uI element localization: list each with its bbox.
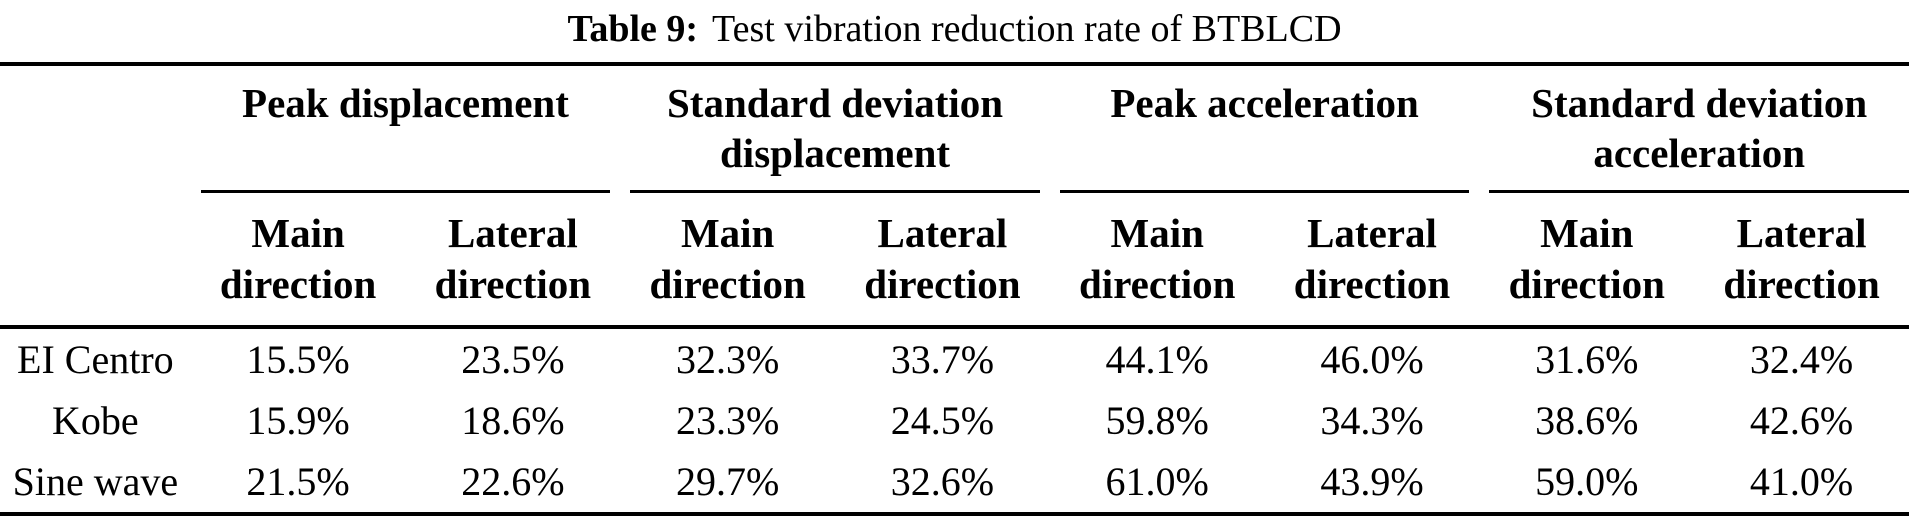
subheader-main-direction-1: Main direction [190, 193, 406, 329]
value-cell: 32.6% [835, 451, 1050, 516]
row-label: EI Centro [17, 337, 174, 382]
group-header-peak-acceleration: Peak acceleration [1049, 62, 1480, 193]
value-cell: 38.6% [1535, 398, 1639, 443]
value-cell: 15.5% [246, 337, 350, 382]
group-header-label: Peak acceleration [1059, 66, 1470, 193]
table-row-sine-wave: Sine wave 21.5% 22.6% 29.7% 32.6% 61.0% … [0, 451, 1909, 516]
value-cell: 33.7% [890, 337, 995, 382]
value-cell: 59.0% [1479, 451, 1695, 516]
value-cell: 43.9% [1264, 451, 1480, 516]
value-cell: 21.5% [190, 451, 406, 516]
group-header-label: Peak displacement [200, 66, 611, 193]
value-cell: 29.7% [620, 451, 836, 516]
subheader-lateral-direction-1: Lateral direction [405, 193, 621, 329]
group-header-peak-displacement: Peak displacement [190, 62, 621, 193]
value-cell: 22.6% [405, 451, 621, 516]
table-row-ei-centro: EI Centro 15.5% 23.5% 32.3% 33.7% 44.1% … [0, 327, 1909, 390]
subheader-lateral-direction-4: Lateral direction [1694, 193, 1909, 329]
value-cell: 23.5% [461, 337, 565, 382]
group-header-std-dev-displacement: Standard deviation displacement [620, 62, 1050, 193]
value-cell: 41.0% [1694, 451, 1909, 516]
group-header-std-dev-acceleration: Standard deviation acceleration [1479, 62, 1909, 193]
value-cell: 42.6% [1749, 398, 1854, 443]
value-cell: 32.3% [675, 337, 780, 382]
group-header-label: Standard deviation displacement [630, 66, 1040, 193]
row-label: Sine wave [0, 451, 191, 516]
value-cell: 46.0% [1320, 337, 1424, 382]
row-label: Kobe [52, 398, 139, 443]
group-header-label: Standard deviation acceleration [1489, 66, 1909, 193]
group-header-row: Peak displacement Standard deviation dis… [0, 62, 1909, 193]
subheader-main-direction-4: Main direction [1479, 193, 1695, 329]
table-row-kobe: Kobe 15.9% 18.6% 23.3% 24.5% 59.8% 34.3%… [0, 390, 1909, 451]
corner-cell [0, 193, 191, 329]
value-cell: 15.9% [246, 398, 350, 443]
value-cell: 31.6% [1535, 337, 1639, 382]
subheader-main-direction-3: Main direction [1049, 193, 1265, 329]
value-cell: 24.5% [890, 398, 995, 443]
corner-cell [0, 62, 191, 193]
subheader-lateral-direction-3: Lateral direction [1264, 193, 1480, 329]
value-cell: 44.1% [1105, 337, 1209, 382]
value-cell: 59.8% [1105, 398, 1209, 443]
table-caption-number: Table 9: [567, 8, 699, 50]
value-cell: 61.0% [1049, 451, 1265, 516]
table-caption: Table 9: Test vibration reduction rate of… [0, 0, 1909, 62]
table-caption-text: Test vibration reduction rate of BTBLCD [712, 8, 1342, 50]
subheader-row: Main direction Lateral direction Main di… [0, 193, 1909, 329]
value-cell: 34.3% [1320, 398, 1424, 443]
subheader-lateral-direction-2: Lateral direction [835, 193, 1050, 329]
value-cell: 32.4% [1749, 337, 1854, 382]
value-cell: 18.6% [461, 398, 565, 443]
subheader-main-direction-2: Main direction [620, 193, 836, 329]
value-cell: 23.3% [675, 398, 780, 443]
vibration-reduction-table: Peak displacement Standard deviation dis… [0, 62, 1909, 516]
